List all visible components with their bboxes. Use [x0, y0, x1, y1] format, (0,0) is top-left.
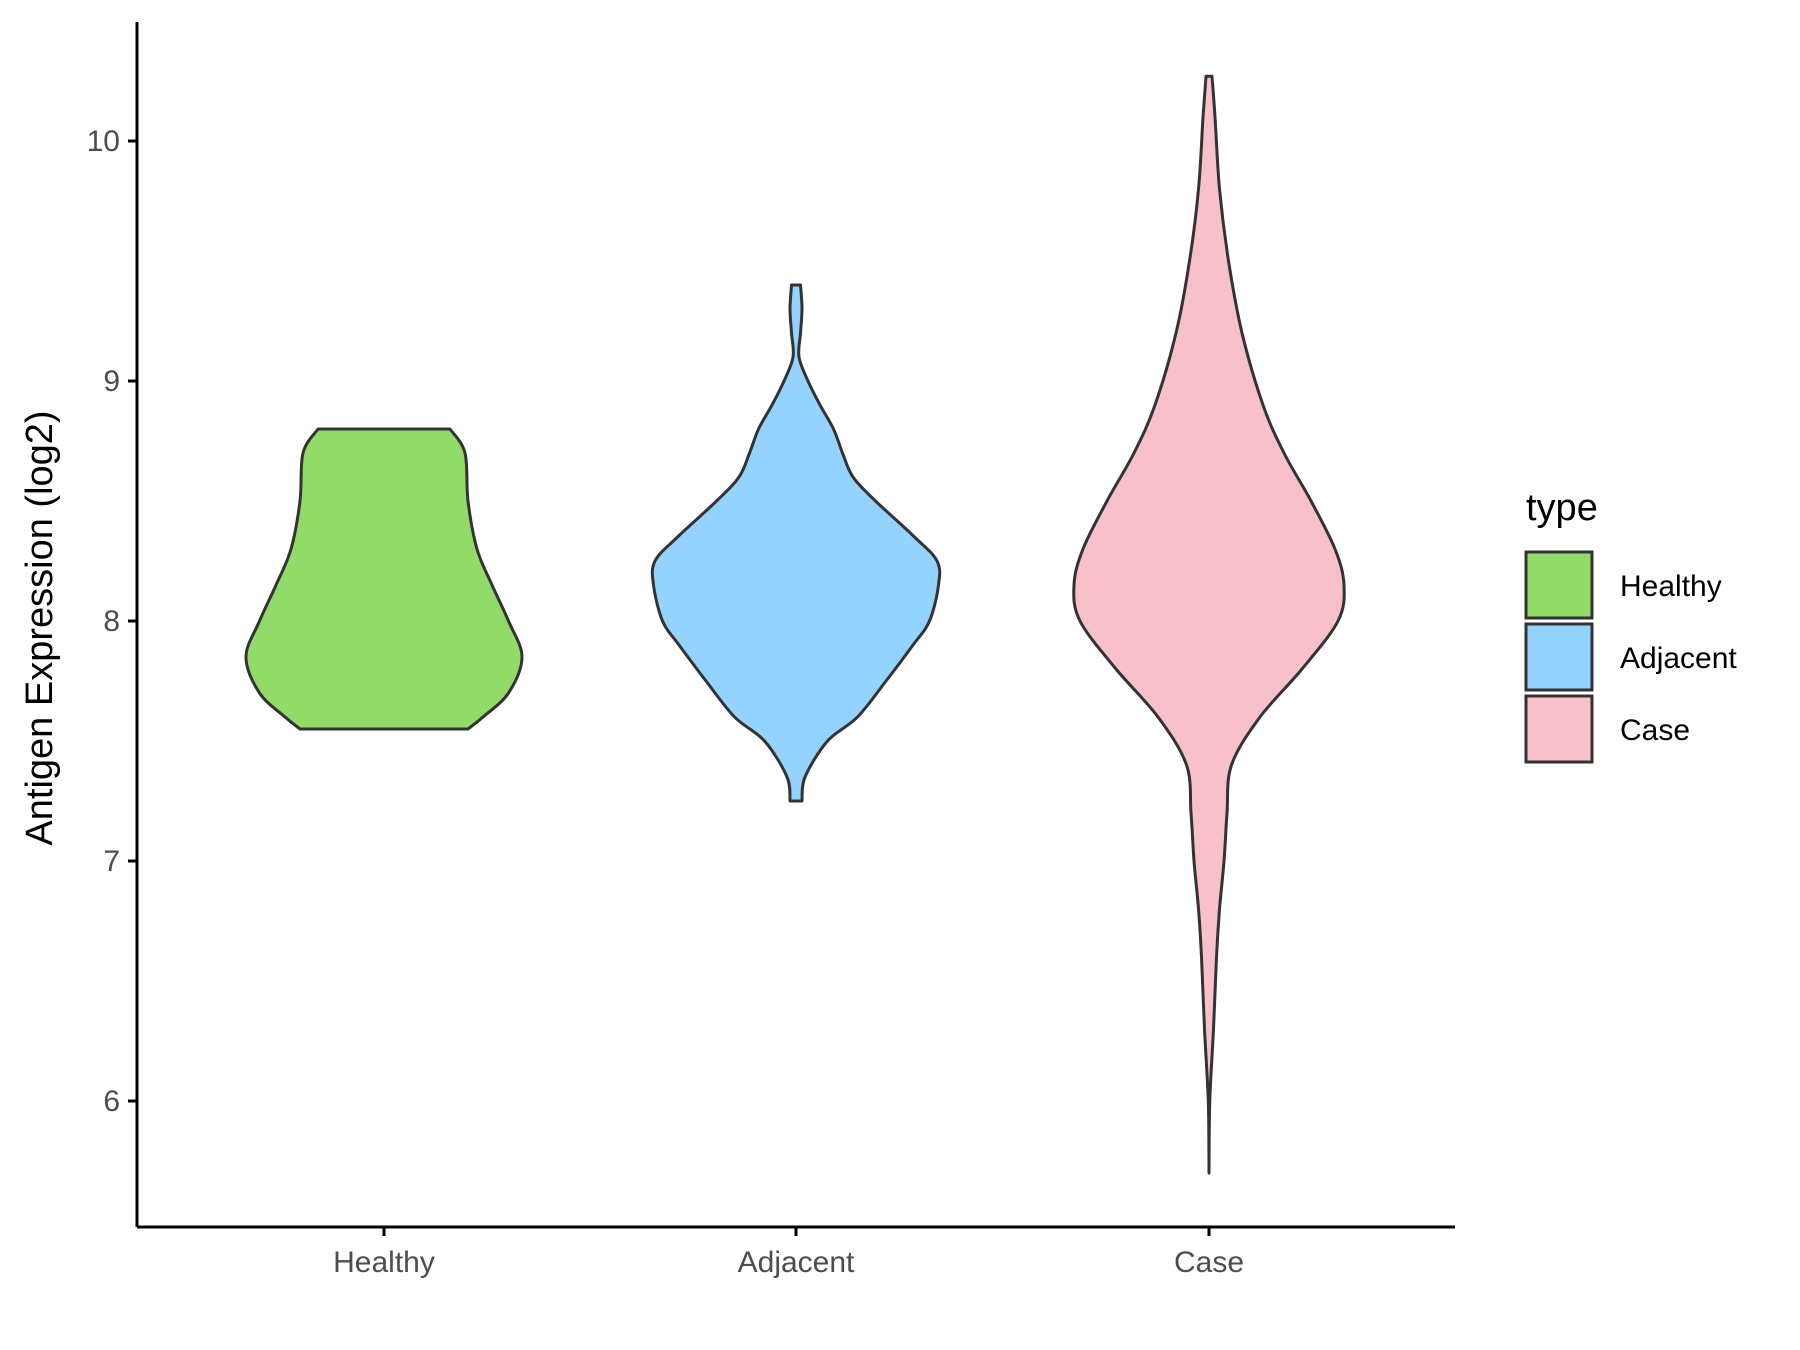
violin-adjacent: [650, 283, 942, 803]
y-tick-label: 9: [103, 365, 120, 398]
y-tick-label: 6: [103, 1085, 120, 1118]
legend-label: Case: [1620, 714, 1690, 747]
legend-label: Healthy: [1620, 570, 1722, 603]
x-tick-label: Case: [1174, 1246, 1244, 1279]
legend-title: type: [1526, 487, 1598, 529]
violin-layer: [244, 74, 1346, 1175]
legend-label: Adjacent: [1620, 642, 1737, 675]
legend-key-adjacent: [1524, 622, 1594, 692]
legend-key-healthy: [1524, 550, 1594, 620]
y-axis-title: Antigen Expression (log2): [19, 410, 61, 845]
y-tick-label: 7: [103, 845, 120, 878]
y-ticks: 6 7 8 9 10: [87, 125, 137, 1118]
x-tick-label: Adjacent: [738, 1246, 855, 1279]
x-ticks: Healthy Adjacent Case: [333, 1227, 1244, 1279]
x-tick-label: Healthy: [333, 1246, 435, 1279]
legend-key-case: [1524, 694, 1594, 764]
y-tick-label: 10: [87, 125, 120, 158]
violin-healthy: [244, 427, 524, 731]
y-tick-label: 8: [103, 605, 120, 638]
legend-items: Healthy Adjacent Case: [1524, 550, 1737, 764]
violin-case: [1072, 74, 1346, 1175]
legend: type Healthy Adjacent Case: [1524, 487, 1737, 764]
